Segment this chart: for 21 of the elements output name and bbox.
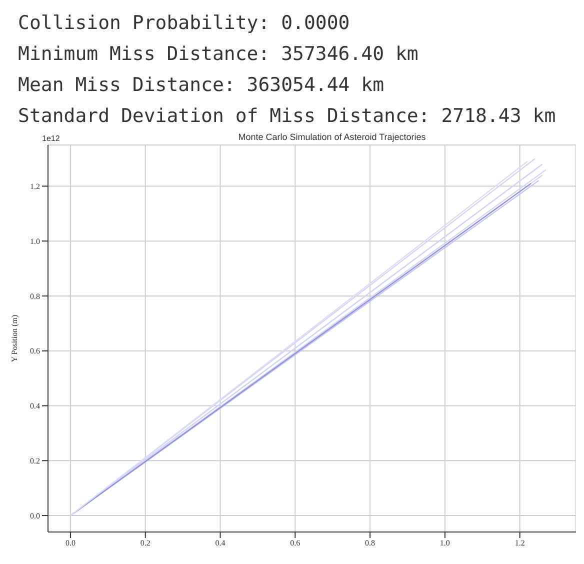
text: Minimum Miss Distance: 357346.40 km <box>18 42 420 67</box>
x-tick-label: 1.0 <box>440 538 450 548</box>
y-tick-label: 0.0 <box>30 511 40 520</box>
y-tick-label: 1.0 <box>30 236 40 246</box>
x-tick-label: 1.2 <box>514 538 525 548</box>
x-tick-label: 0.2 <box>140 538 150 548</box>
text: 1e12 <box>42 134 60 143</box>
y-tick-label: 0.4 <box>30 402 40 411</box>
x-tick-label: 0.6 <box>290 538 300 548</box>
text: Standard Deviation of Miss Distance: 2718.43 km <box>18 104 557 129</box>
y-tick-label: 0.6 <box>30 346 40 356</box>
y-tick-label: 0.8 <box>30 292 40 301</box>
x-tick-label: 0.4 <box>215 538 226 548</box>
x-tick-label: 0.0 <box>65 538 76 548</box>
chart-title: Monte Carlo Simulation of Asteroid Trajectories <box>238 132 426 142</box>
text: Mean Miss Distance: 363054.44 km <box>18 73 386 98</box>
y-tick-label: 0.2 <box>30 456 40 466</box>
y-axis-title: Y Position (m) <box>10 314 19 362</box>
y-tick-label: 1.2 <box>30 182 40 192</box>
x-tick-label: 0.8 <box>365 538 376 548</box>
text: Collision Probability: 0.0000 <box>18 11 351 36</box>
